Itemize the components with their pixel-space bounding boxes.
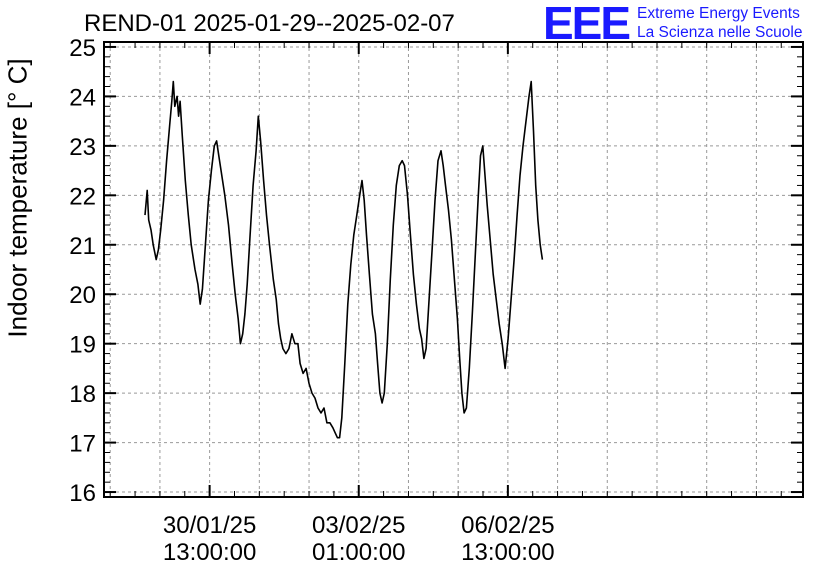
y-tick-label: 22 <box>69 183 96 210</box>
grid-lines <box>104 42 803 497</box>
x-tick-label-time: 13:00:00 <box>163 539 256 566</box>
y-tick-label: 17 <box>69 431 96 458</box>
x-tick-label-time: 01:00:00 <box>312 539 405 566</box>
x-tick-label-date: 03/02/25 <box>312 512 405 539</box>
eee-logo: EEE <box>543 0 631 49</box>
y-tick-label: 23 <box>69 134 96 161</box>
logo-caption: Extreme Energy Events La Scienza nelle S… <box>637 4 802 42</box>
x-tick-label-time: 13:00:00 <box>461 539 554 566</box>
x-tick-label-date: 06/02/25 <box>461 512 554 539</box>
logo-line-2: La Scienza nelle Scuole <box>637 24 803 41</box>
y-tick-label: 18 <box>69 381 96 408</box>
y-tick-label: 21 <box>69 233 96 260</box>
tick-labels: 1617181920212223242530/01/2513:00:0003/0… <box>69 35 554 566</box>
plot-frame <box>103 41 804 498</box>
y-tick-label: 19 <box>69 332 96 359</box>
logo-line-1: Extreme Energy Events <box>637 5 800 22</box>
chart-title: REND-01 2025-01-29--2025-02-07 <box>84 10 455 37</box>
x-tick-label-date: 30/01/25 <box>163 512 256 539</box>
y-tick-label: 25 <box>69 35 96 62</box>
y-tick-label: 20 <box>69 282 96 309</box>
axis-ticks <box>104 42 803 497</box>
y-axis-label: Indoor temperature [° C] <box>2 58 33 338</box>
y-tick-label: 16 <box>69 480 96 507</box>
series-line <box>144 80 544 439</box>
y-tick-label: 24 <box>69 84 96 111</box>
